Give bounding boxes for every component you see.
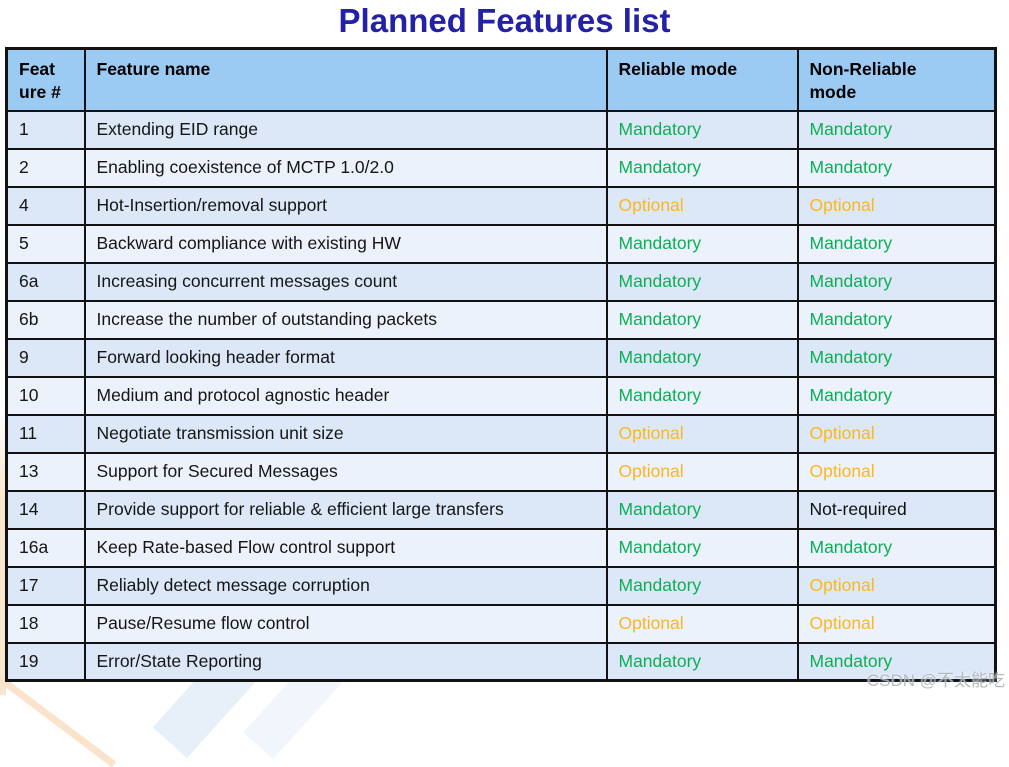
feature-name-cell: Negotiate transmission unit size — [83, 413, 608, 454]
reliable-mode-cell: Mandatory — [605, 223, 799, 264]
column-header-feature-number: Feat ure # — [5, 47, 86, 112]
non-reliable-mode-cell: Mandatory — [796, 641, 997, 682]
background-swoosh-diagonal — [0, 671, 117, 767]
feature-number-cell: 1 — [5, 109, 86, 150]
table-row: 10 Medium and protocol agnostic header Man… — [5, 375, 997, 416]
reliable-mode-cell: Mandatory — [605, 489, 799, 530]
feature-number-cell: 2 — [5, 147, 86, 188]
non-reliable-mode-cell: Mandatory — [796, 337, 997, 378]
table-row: 14 Provide support for reliable & efficie… — [5, 489, 997, 530]
reliable-mode-cell: Mandatory — [605, 527, 799, 568]
feature-number-cell: 16a — [5, 527, 86, 568]
non-reliable-mode-cell: Mandatory — [796, 299, 997, 340]
feature-number-cell: 10 — [5, 375, 86, 416]
planned-features-table: Feat ure # Feature name Reliable mode No… — [5, 47, 997, 682]
feature-number-cell: 5 — [5, 223, 86, 264]
non-reliable-mode-cell: Optional — [796, 413, 997, 454]
page-title: Planned Features list — [338, 2, 671, 39]
non-reliable-mode-cell: Optional — [796, 185, 997, 226]
non-reliable-mode-cell: Mandatory — [796, 109, 997, 150]
table-row: 1 Extending EID range Mandatory Mandatory — [5, 109, 997, 150]
non-reliable-mode-cell: Not-required — [796, 489, 997, 530]
non-reliable-mode-cell: Optional — [796, 603, 997, 644]
table-row: 4 Hot-Insertion/removal support Optional Op… — [5, 185, 997, 226]
reliable-mode-cell: Optional — [605, 451, 799, 492]
feature-number-cell: 13 — [5, 451, 86, 492]
reliable-mode-cell: Mandatory — [605, 337, 799, 378]
table-row: 6b Increase the number of outstanding pac… — [5, 299, 997, 340]
feature-number-cell: 18 — [5, 603, 86, 644]
reliable-mode-cell: Mandatory — [605, 641, 799, 682]
non-reliable-mode-cell: Optional — [796, 451, 997, 492]
table-row: 11 Negotiate transmission unit size Option… — [5, 413, 997, 454]
table-row: 2 Enabling coexistence of MCTP 1.0/2.0 Man… — [5, 147, 997, 188]
feature-number-cell: 6a — [5, 261, 86, 302]
table-row: 18 Pause/Resume flow control Optional Optio… — [5, 603, 997, 644]
feature-number-cell: 19 — [5, 641, 86, 682]
column-header-non-reliable-mode: Non-Reliable mode — [796, 47, 997, 112]
feature-name-cell: Hot-Insertion/removal support — [83, 185, 608, 226]
reliable-mode-cell: Mandatory — [605, 565, 799, 606]
feature-name-cell: Increase the number of outstanding packe… — [83, 299, 608, 340]
table-header-row: Feat ure # Feature name Reliable mode No… — [5, 47, 997, 112]
feature-name-cell: Pause/Resume flow control — [83, 603, 608, 644]
feature-name-cell: Support for Secured Messages — [83, 451, 608, 492]
feature-number-cell: 4 — [5, 185, 86, 226]
csdn-watermark: CSDN @不太能吃 — [866, 671, 1005, 690]
feature-number-cell: 11 — [5, 413, 86, 454]
feature-name-cell: Increasing concurrent messages count — [83, 261, 608, 302]
reliable-mode-cell: Optional — [605, 185, 799, 226]
table-row: 19 Error/State Reporting Mandatory Mandator… — [5, 641, 997, 682]
reliable-mode-cell: Mandatory — [605, 299, 799, 340]
feature-name-cell: Provide support for reliable & efficient… — [83, 489, 608, 530]
feature-name-cell: Backward compliance with existing HW — [83, 223, 608, 264]
reliable-mode-cell: Optional — [605, 413, 799, 454]
table-row: 17 Reliably detect message corruption Mand… — [5, 565, 997, 606]
feature-name-cell: Error/State Reporting — [83, 641, 608, 682]
non-reliable-mode-cell: Optional — [796, 565, 997, 606]
reliable-mode-cell: Mandatory — [605, 109, 799, 150]
non-reliable-mode-cell: Mandatory — [796, 223, 997, 264]
non-reliable-mode-cell: Mandatory — [796, 147, 997, 188]
column-header-feature-name: Feature name — [83, 47, 608, 112]
feature-table-body: 1 Extending EID range Mandatory Mandatory 2 E… — [5, 109, 997, 682]
table-row: 16a Keep Rate-based Flow control support M… — [5, 527, 997, 568]
feature-name-cell: Enabling coexistence of MCTP 1.0/2.0 — [83, 147, 608, 188]
feature-number-cell: 6b — [5, 299, 86, 340]
non-reliable-mode-cell: Mandatory — [796, 375, 997, 416]
reliable-mode-cell: Mandatory — [605, 147, 799, 188]
non-reliable-mode-cell: Mandatory — [796, 261, 997, 302]
feature-name-cell: Extending EID range — [83, 109, 608, 150]
feature-number-cell: 17 — [5, 565, 86, 606]
feature-number-cell: 14 — [5, 489, 86, 530]
feature-number-cell: 9 — [5, 337, 86, 378]
feature-name-cell: Reliably detect message corruption — [83, 565, 608, 606]
reliable-mode-cell: Mandatory — [605, 375, 799, 416]
table-row: 9 Forward looking header format Mandatory M… — [5, 337, 997, 378]
background-swoosh-left — [0, 410, 6, 695]
feature-name-cell: Forward looking header format — [83, 337, 608, 378]
column-header-reliable-mode: Reliable mode — [605, 47, 799, 112]
table-row: 6a Increasing concurrent messages count Ma… — [5, 261, 997, 302]
feature-name-cell: Keep Rate-based Flow control support — [83, 527, 608, 568]
reliable-mode-cell: Optional — [605, 603, 799, 644]
reliable-mode-cell: Mandatory — [605, 261, 799, 302]
table-row: 13 Support for Secured Messages Optional Op… — [5, 451, 997, 492]
non-reliable-mode-cell: Mandatory — [796, 527, 997, 568]
table-row: 5 Backward compliance with existing HW Man… — [5, 223, 997, 264]
feature-name-cell: Medium and protocol agnostic header — [83, 375, 608, 416]
